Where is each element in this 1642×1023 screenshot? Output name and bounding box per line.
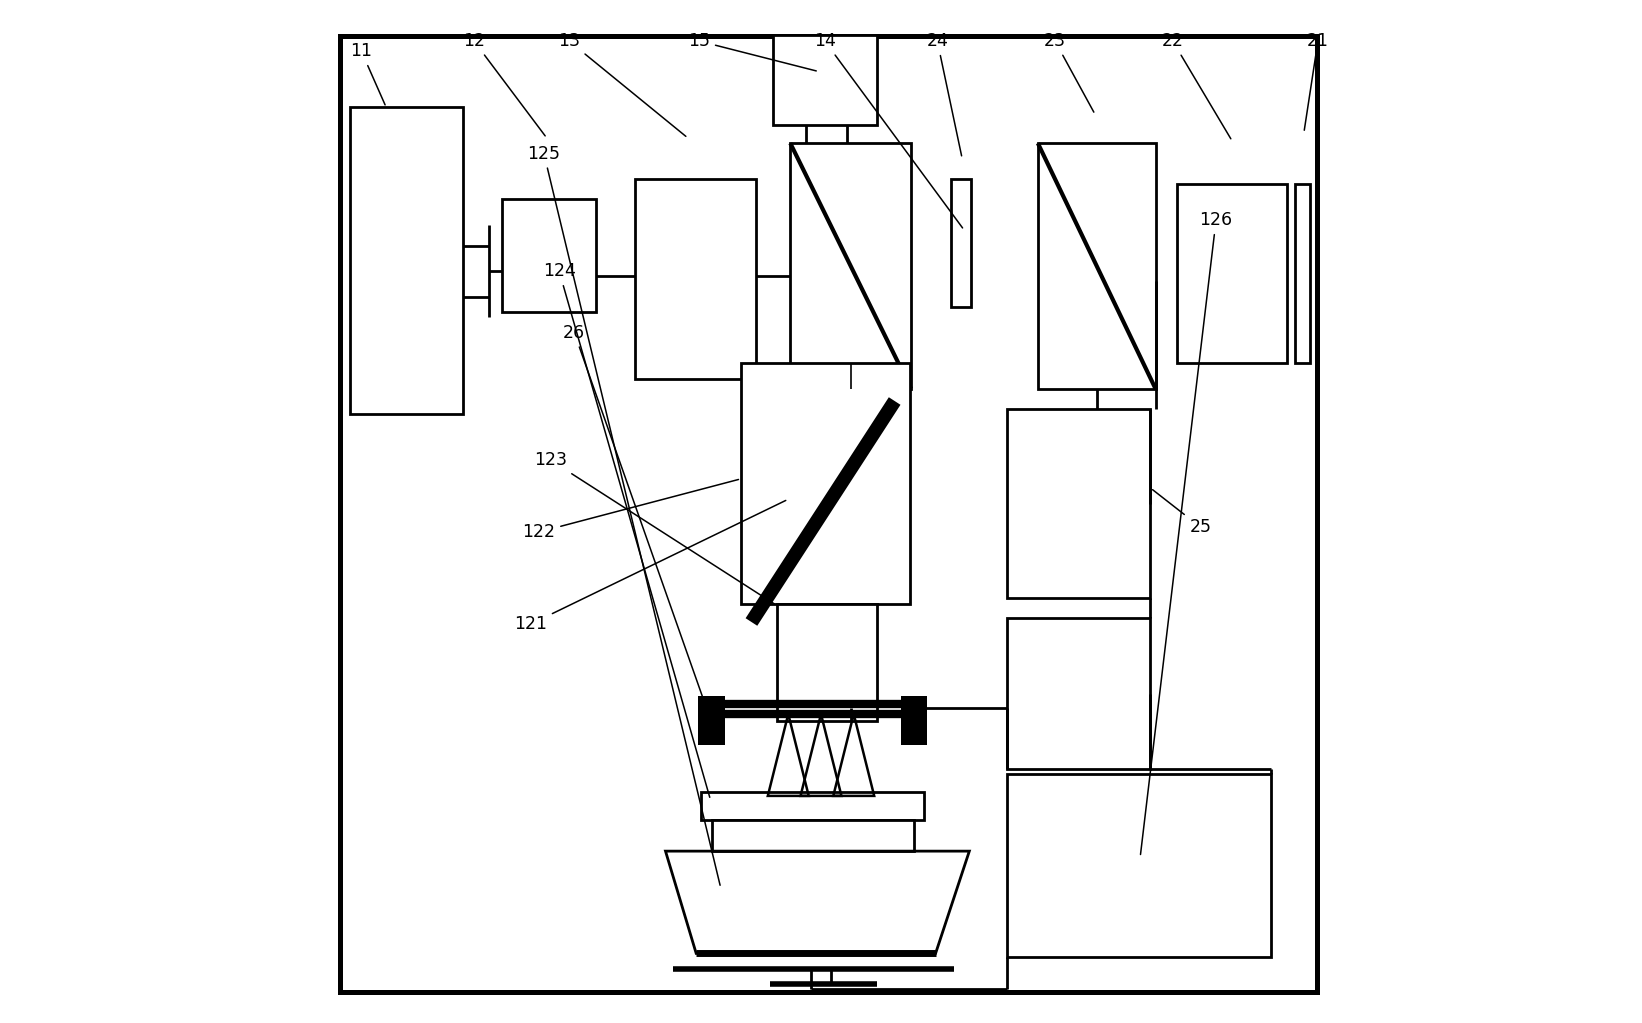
Text: 25: 25 xyxy=(1153,490,1212,536)
Bar xyxy=(901,696,928,745)
Bar xyxy=(1177,184,1287,363)
Text: 22: 22 xyxy=(1161,32,1232,139)
Bar xyxy=(350,107,463,414)
Text: 11: 11 xyxy=(350,42,386,105)
Text: 23: 23 xyxy=(1044,32,1094,113)
Bar xyxy=(701,792,924,820)
Text: 14: 14 xyxy=(814,32,962,228)
Bar xyxy=(951,179,972,307)
Text: 24: 24 xyxy=(926,32,962,155)
Text: 12: 12 xyxy=(463,32,545,136)
Text: 126: 126 xyxy=(1141,211,1233,854)
Text: 124: 124 xyxy=(544,262,709,797)
Text: 15: 15 xyxy=(688,32,816,71)
Bar xyxy=(711,820,915,851)
Text: 125: 125 xyxy=(527,144,721,885)
Bar xyxy=(1007,774,1271,957)
Bar xyxy=(1294,184,1310,363)
Text: 13: 13 xyxy=(558,32,686,136)
Bar xyxy=(635,179,755,379)
Text: 26: 26 xyxy=(563,323,706,705)
Bar xyxy=(790,143,911,389)
Bar xyxy=(698,696,724,745)
Bar xyxy=(1007,409,1151,598)
Bar xyxy=(777,604,877,721)
Bar xyxy=(741,363,910,604)
Text: 123: 123 xyxy=(535,451,775,605)
Text: 122: 122 xyxy=(522,480,739,541)
Text: 121: 121 xyxy=(514,500,787,633)
Bar xyxy=(773,35,877,125)
Bar xyxy=(1007,618,1151,769)
Bar xyxy=(1038,143,1156,389)
Bar xyxy=(502,199,596,312)
Text: 21: 21 xyxy=(1304,32,1328,130)
